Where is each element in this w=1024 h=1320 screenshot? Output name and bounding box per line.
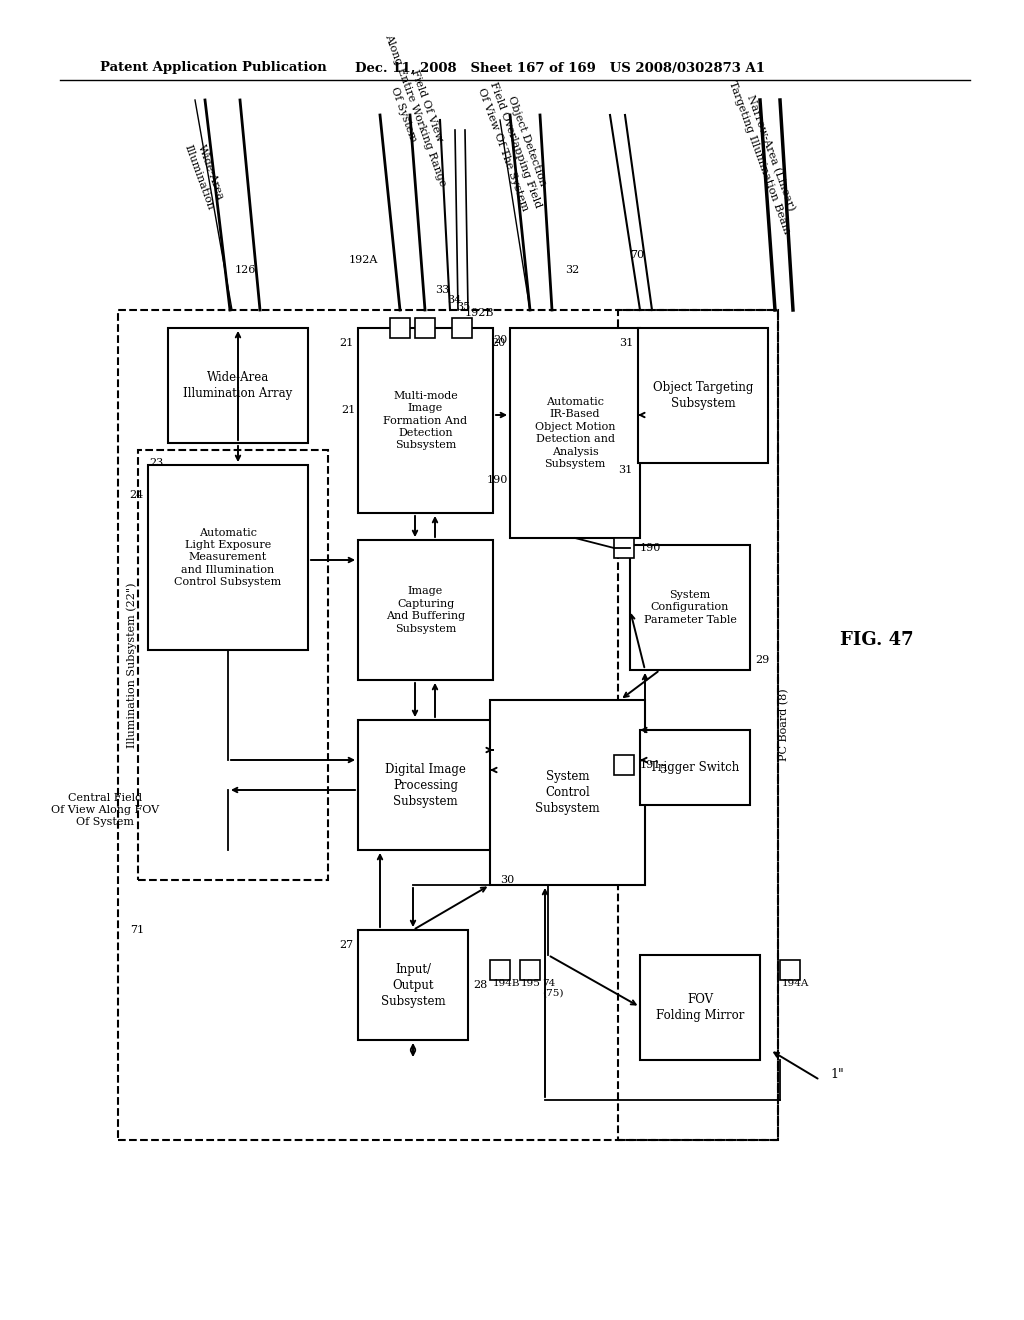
Bar bbox=[358, 931, 468, 1040]
Bar bbox=[638, 327, 768, 463]
Text: 34: 34 bbox=[447, 294, 461, 305]
Text: Wide-Area
Illumination Array: Wide-Area Illumination Array bbox=[183, 371, 293, 400]
Text: 23: 23 bbox=[148, 458, 163, 469]
Text: 74: 74 bbox=[542, 978, 555, 987]
Text: 20: 20 bbox=[494, 335, 508, 345]
Text: 195: 195 bbox=[521, 978, 541, 987]
Text: Multi-mode
Image
Formation And
Detection
Subsystem: Multi-mode Image Formation And Detection… bbox=[383, 391, 468, 450]
Text: Object Targeting
Subsystem: Object Targeting Subsystem bbox=[653, 381, 754, 411]
Text: 70: 70 bbox=[630, 249, 644, 260]
Text: 21: 21 bbox=[339, 338, 353, 348]
Bar bbox=[415, 318, 435, 338]
Text: Object Detection
Field Overlapping Field
Of View Of The System: Object Detection Field Overlapping Field… bbox=[476, 77, 554, 214]
Bar bbox=[614, 539, 634, 558]
Text: 31: 31 bbox=[617, 465, 632, 475]
Text: 35: 35 bbox=[456, 302, 470, 312]
Text: Digital Image
Processing
Subsystem: Digital Image Processing Subsystem bbox=[385, 763, 466, 808]
Text: 194B: 194B bbox=[493, 978, 520, 987]
Text: Central Field
Of View Along FOV
Of System: Central Field Of View Along FOV Of Syste… bbox=[51, 792, 159, 828]
Bar bbox=[118, 310, 778, 1140]
Text: 32: 32 bbox=[565, 265, 580, 275]
Bar bbox=[510, 327, 640, 539]
Bar bbox=[148, 465, 308, 649]
Bar bbox=[358, 540, 493, 680]
Text: Field Of View
Along Entire Working Range
Of System: Field Of View Along Entire Working Range… bbox=[371, 28, 459, 191]
Text: 24: 24 bbox=[129, 490, 143, 500]
Text: 1": 1" bbox=[830, 1068, 844, 1081]
Text: Trigger Switch: Trigger Switch bbox=[650, 762, 739, 774]
Bar bbox=[452, 318, 472, 338]
Bar bbox=[358, 719, 493, 850]
Text: 190: 190 bbox=[486, 475, 508, 484]
Bar bbox=[630, 545, 750, 671]
Text: 30: 30 bbox=[500, 875, 514, 884]
Bar bbox=[640, 730, 750, 805]
Text: 191: 191 bbox=[640, 760, 662, 770]
Bar bbox=[614, 755, 634, 775]
Text: Input/
Output
Subsystem: Input/ Output Subsystem bbox=[381, 962, 445, 1007]
Text: Automatic
Light Exposure
Measurement
and Illumination
Control Subsystem: Automatic Light Exposure Measurement and… bbox=[174, 528, 282, 587]
Bar bbox=[520, 960, 540, 979]
Text: 33: 33 bbox=[435, 285, 450, 294]
Bar bbox=[618, 310, 778, 1140]
Bar bbox=[168, 327, 308, 444]
Text: 20: 20 bbox=[490, 338, 505, 348]
Bar bbox=[640, 954, 760, 1060]
Text: Image
Capturing
And Buffering
Subsystem: Image Capturing And Buffering Subsystem bbox=[386, 586, 465, 634]
Bar bbox=[390, 318, 410, 338]
Text: Wide-Area
Illumination: Wide-Area Illumination bbox=[182, 139, 227, 211]
Text: 71: 71 bbox=[130, 925, 144, 935]
Text: 5: 5 bbox=[660, 766, 667, 775]
Text: FOV
Folding Mirror: FOV Folding Mirror bbox=[655, 993, 744, 1022]
Bar bbox=[780, 960, 800, 979]
Text: 192B: 192B bbox=[465, 308, 495, 318]
Text: 28: 28 bbox=[473, 979, 487, 990]
Text: Automatic
IR-Based
Object Motion
Detection and
Analysis
Subsystem: Automatic IR-Based Object Motion Detecti… bbox=[535, 397, 615, 469]
Text: System
Configuration
Parameter Table: System Configuration Parameter Table bbox=[643, 590, 736, 624]
Bar bbox=[358, 327, 493, 513]
Text: 190: 190 bbox=[640, 543, 662, 553]
Text: Illumination Subsystem (22"): Illumination Subsystem (22") bbox=[127, 582, 137, 747]
Bar bbox=[138, 450, 328, 880]
Bar bbox=[490, 700, 645, 884]
Text: FIG. 47: FIG. 47 bbox=[840, 631, 913, 649]
Text: Dec. 11, 2008   Sheet 167 of 169   US 2008/0302873 A1: Dec. 11, 2008 Sheet 167 of 169 US 2008/0… bbox=[355, 62, 765, 74]
Text: 29: 29 bbox=[755, 655, 769, 665]
Text: 192A: 192A bbox=[348, 255, 378, 265]
Text: Narrow-Area (Linear)
Targeting Illumination Beam: Narrow-Area (Linear) Targeting Illuminat… bbox=[727, 75, 804, 235]
Text: 126: 126 bbox=[234, 265, 256, 275]
Text: 21: 21 bbox=[341, 405, 355, 414]
Bar bbox=[490, 960, 510, 979]
Text: 194A: 194A bbox=[782, 978, 809, 987]
Text: System
Control
Subsystem: System Control Subsystem bbox=[536, 770, 600, 814]
Text: Patent Application Publication: Patent Application Publication bbox=[100, 62, 327, 74]
Text: (75): (75) bbox=[542, 989, 563, 998]
Text: PC Board (8): PC Board (8) bbox=[779, 689, 790, 762]
Text: 27: 27 bbox=[339, 940, 353, 950]
Text: 31: 31 bbox=[618, 338, 633, 348]
